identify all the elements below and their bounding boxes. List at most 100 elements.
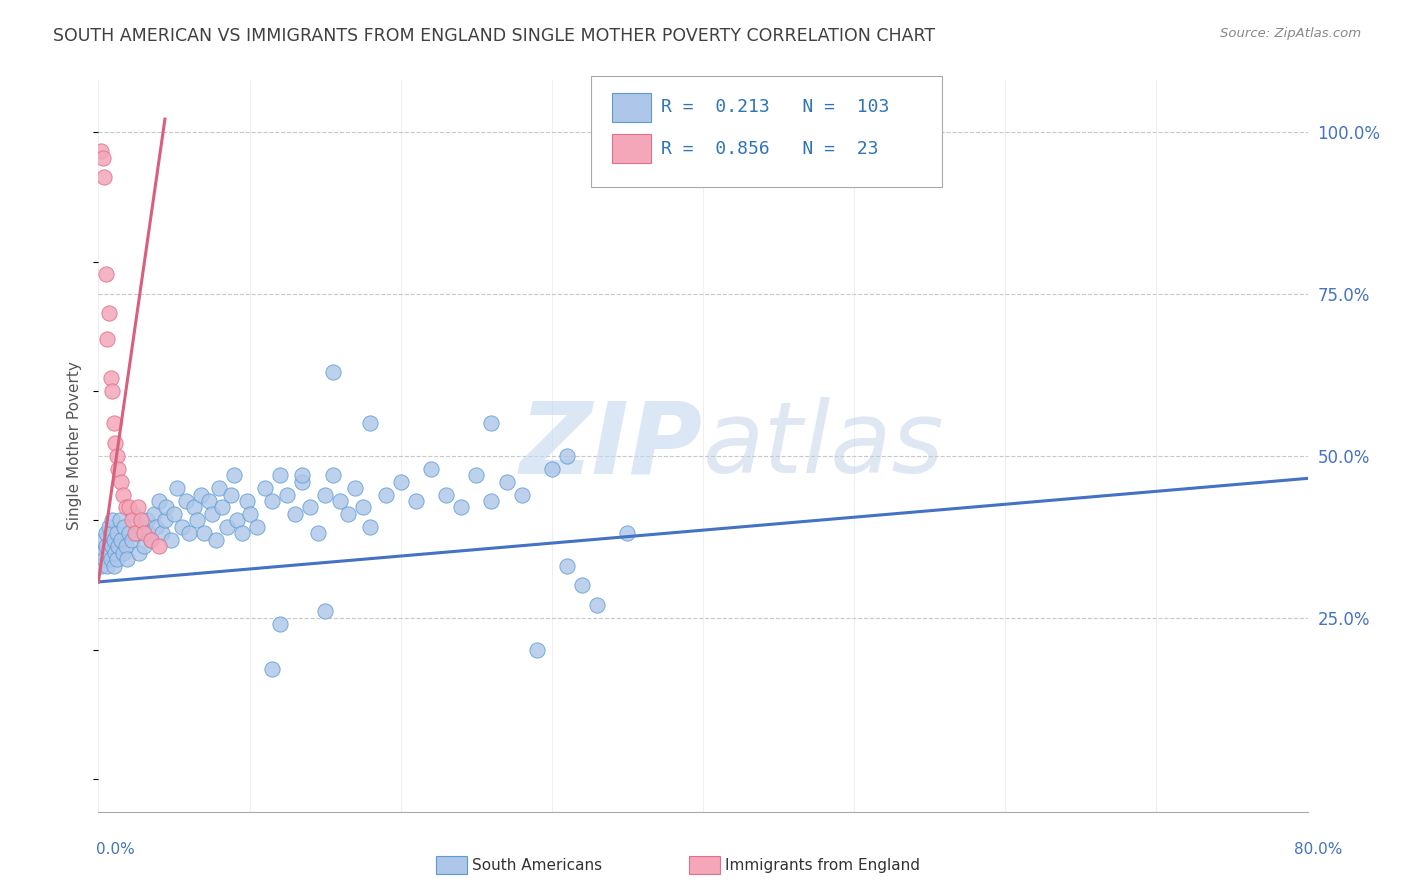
Text: 0.0%: 0.0% xyxy=(96,842,135,856)
Point xyxy=(211,500,233,515)
Text: ZIP: ZIP xyxy=(520,398,703,494)
Point xyxy=(495,475,517,489)
Text: Source: ZipAtlas.com: Source: ZipAtlas.com xyxy=(1220,27,1361,40)
Point xyxy=(465,468,488,483)
Point xyxy=(166,481,188,495)
Point xyxy=(132,526,155,541)
Point xyxy=(231,526,253,541)
Point xyxy=(98,306,121,320)
Point xyxy=(96,332,118,346)
Point xyxy=(124,526,146,541)
Point xyxy=(201,507,224,521)
Point xyxy=(148,494,170,508)
Point xyxy=(150,526,173,541)
Point xyxy=(224,468,246,483)
Point xyxy=(481,494,503,508)
Point xyxy=(571,578,593,592)
Point xyxy=(314,604,336,618)
Point xyxy=(186,513,208,527)
Point xyxy=(107,539,129,553)
Point xyxy=(405,494,427,508)
Point xyxy=(101,384,124,398)
Point xyxy=(143,507,166,521)
Point xyxy=(205,533,228,547)
Point xyxy=(111,546,134,560)
Text: atlas: atlas xyxy=(703,398,945,494)
Point xyxy=(253,481,276,495)
Point xyxy=(160,533,183,547)
Point xyxy=(101,513,124,527)
Point xyxy=(284,507,307,521)
Point xyxy=(322,365,344,379)
Point xyxy=(129,520,152,534)
Point xyxy=(322,468,344,483)
Point xyxy=(110,475,132,489)
Point xyxy=(100,552,122,566)
Point xyxy=(153,513,176,527)
Point xyxy=(526,643,548,657)
Point xyxy=(105,526,128,541)
Point xyxy=(239,507,262,521)
Point xyxy=(90,145,112,159)
Point xyxy=(100,371,122,385)
Point xyxy=(132,539,155,553)
Point xyxy=(510,487,533,501)
Point xyxy=(481,417,503,431)
Point xyxy=(586,598,609,612)
Point xyxy=(135,513,157,527)
Point xyxy=(193,526,215,541)
Point xyxy=(434,487,457,501)
Point xyxy=(540,461,562,475)
Point xyxy=(291,468,314,483)
Point xyxy=(262,662,284,676)
Point xyxy=(360,417,382,431)
Point xyxy=(128,546,150,560)
Point xyxy=(389,475,412,489)
Point xyxy=(190,487,212,501)
Point xyxy=(104,546,127,560)
Point xyxy=(269,468,291,483)
Point xyxy=(155,500,177,515)
Point xyxy=(94,539,117,553)
Point xyxy=(276,487,298,501)
Point xyxy=(121,513,143,527)
Point xyxy=(118,526,141,541)
Point xyxy=(352,500,374,515)
Point xyxy=(136,526,159,541)
Text: R =  0.213   N =  103: R = 0.213 N = 103 xyxy=(661,98,889,116)
Point xyxy=(208,481,231,495)
Text: South Americans: South Americans xyxy=(472,858,603,872)
Point xyxy=(101,539,124,553)
Point xyxy=(118,500,141,515)
Point xyxy=(114,500,136,515)
Point xyxy=(107,461,129,475)
Point xyxy=(197,494,219,508)
Point xyxy=(329,494,352,508)
Point xyxy=(299,500,322,515)
Point xyxy=(91,151,114,165)
Text: 80.0%: 80.0% xyxy=(1295,842,1343,856)
Point xyxy=(127,500,149,515)
Point xyxy=(100,526,122,541)
Y-axis label: Single Mother Poverty: Single Mother Poverty xyxy=(67,361,83,531)
Point xyxy=(110,533,132,547)
Point xyxy=(262,494,284,508)
Point xyxy=(91,546,114,560)
Point xyxy=(221,487,243,501)
Point xyxy=(163,507,186,521)
Point xyxy=(360,520,382,534)
Point xyxy=(122,507,145,521)
Point xyxy=(105,552,128,566)
Text: R =  0.856   N =  23: R = 0.856 N = 23 xyxy=(661,140,879,158)
Point xyxy=(269,617,291,632)
Point xyxy=(129,513,152,527)
Point xyxy=(98,546,121,560)
Point xyxy=(141,533,163,547)
Point xyxy=(555,558,578,573)
Point xyxy=(121,533,143,547)
Point xyxy=(112,520,135,534)
Point xyxy=(314,487,336,501)
Point xyxy=(291,475,314,489)
Point xyxy=(93,170,115,185)
Point xyxy=(616,526,638,541)
